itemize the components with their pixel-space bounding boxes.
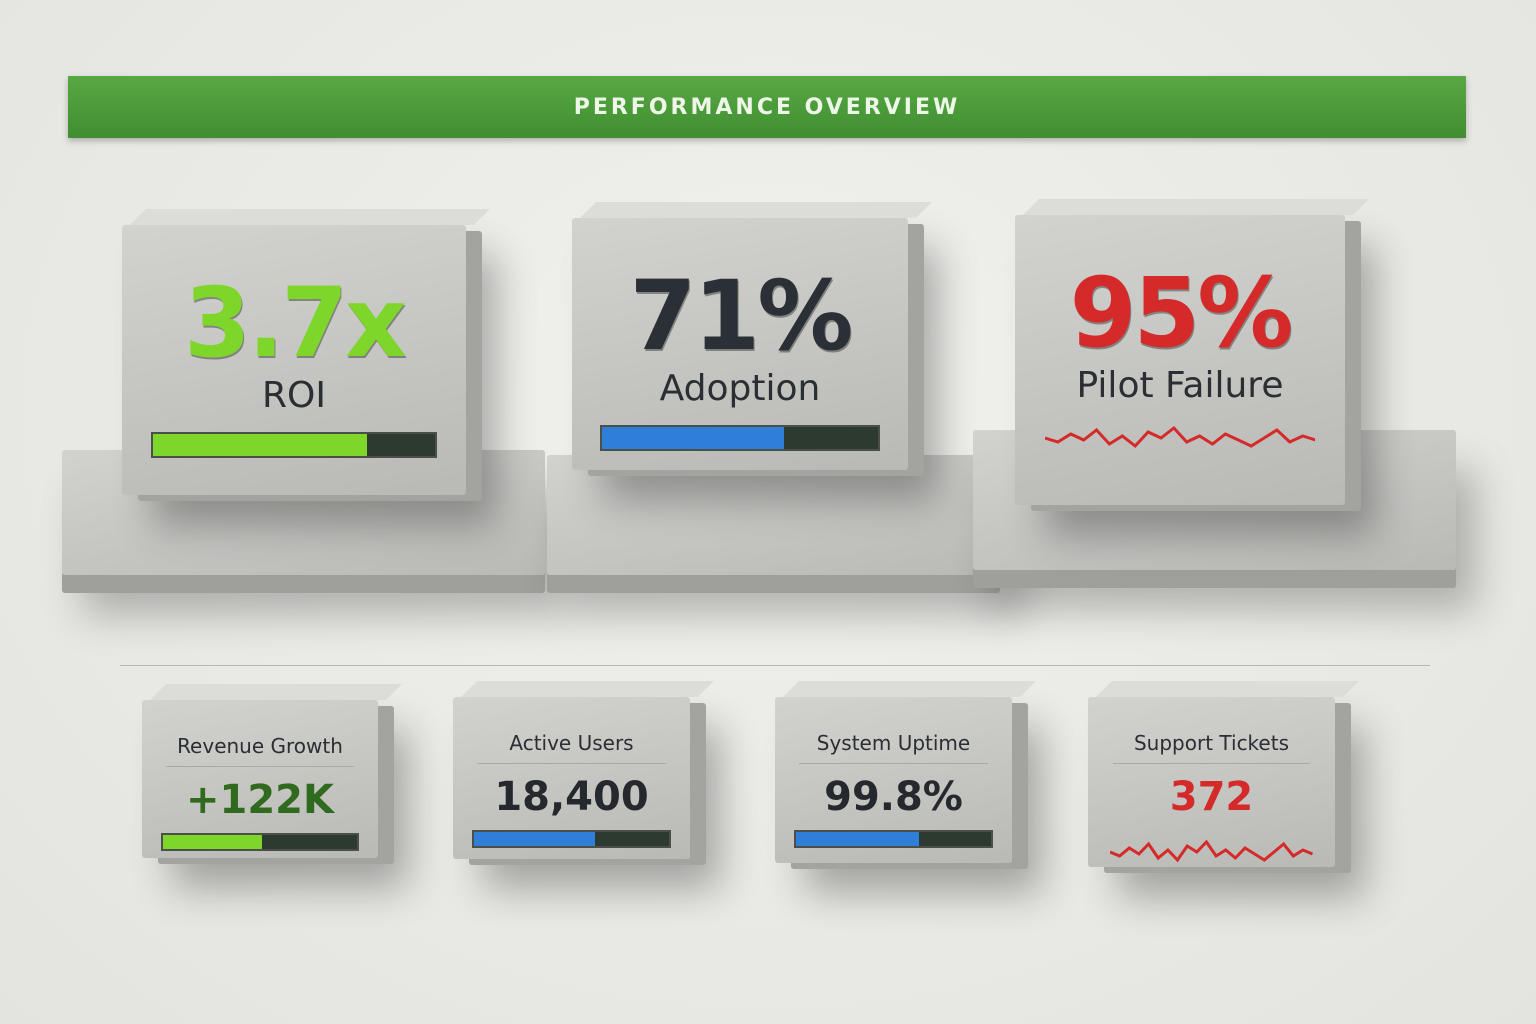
progress-fill (163, 835, 262, 849)
sparkline-path (1044, 425, 1316, 449)
metric-value: 95% (1069, 257, 1294, 369)
title: PERFORMANCE OVERVIEW (573, 94, 961, 120)
progress-track (600, 425, 880, 451)
primary-card: 71% Adoption (572, 218, 908, 470)
progress-track (472, 830, 671, 848)
metric-label: Revenue Growth (165, 734, 355, 767)
secondary-card: Revenue Growth +122K (142, 700, 378, 858)
secondary-card: System Uptime 99.8% (775, 697, 1012, 863)
metric-label: ROI (262, 375, 326, 416)
primary-card: 95% Pilot Failure (1015, 215, 1345, 505)
primary-card: 3.7x ROI (122, 225, 466, 495)
progress-track (150, 432, 438, 458)
metric-label: Adoption (659, 368, 821, 409)
progress-fill (796, 832, 919, 846)
progress-track (161, 833, 359, 851)
secondary-card: Support Tickets 372 (1088, 697, 1335, 867)
title-bar: PERFORMANCE OVERVIEW (68, 76, 1466, 138)
metric-label: Active Users (476, 731, 667, 764)
progress-track (794, 830, 993, 848)
progress-fill (474, 832, 595, 846)
metric-label: Pilot Failure (1076, 365, 1284, 406)
sparkline-path (1110, 839, 1313, 863)
secondary-card: Active Users 18,400 (453, 697, 690, 859)
metric-label: Support Tickets (1112, 731, 1311, 764)
metric-value: 3.7x (184, 267, 407, 379)
progress-fill (152, 434, 368, 456)
metric-value: 71% (629, 260, 854, 372)
metric-value: 372 (1169, 774, 1254, 820)
pedestal (547, 455, 1000, 575)
progress-fill (602, 427, 785, 449)
metric-label: System Uptime (798, 731, 989, 764)
sparkline (1044, 425, 1316, 449)
metric-value: 99.8% (824, 774, 963, 820)
metric-value: +122K (185, 777, 334, 823)
sparkline (1110, 839, 1313, 863)
separator (120, 665, 1430, 666)
metric-value: 18,400 (494, 774, 649, 820)
